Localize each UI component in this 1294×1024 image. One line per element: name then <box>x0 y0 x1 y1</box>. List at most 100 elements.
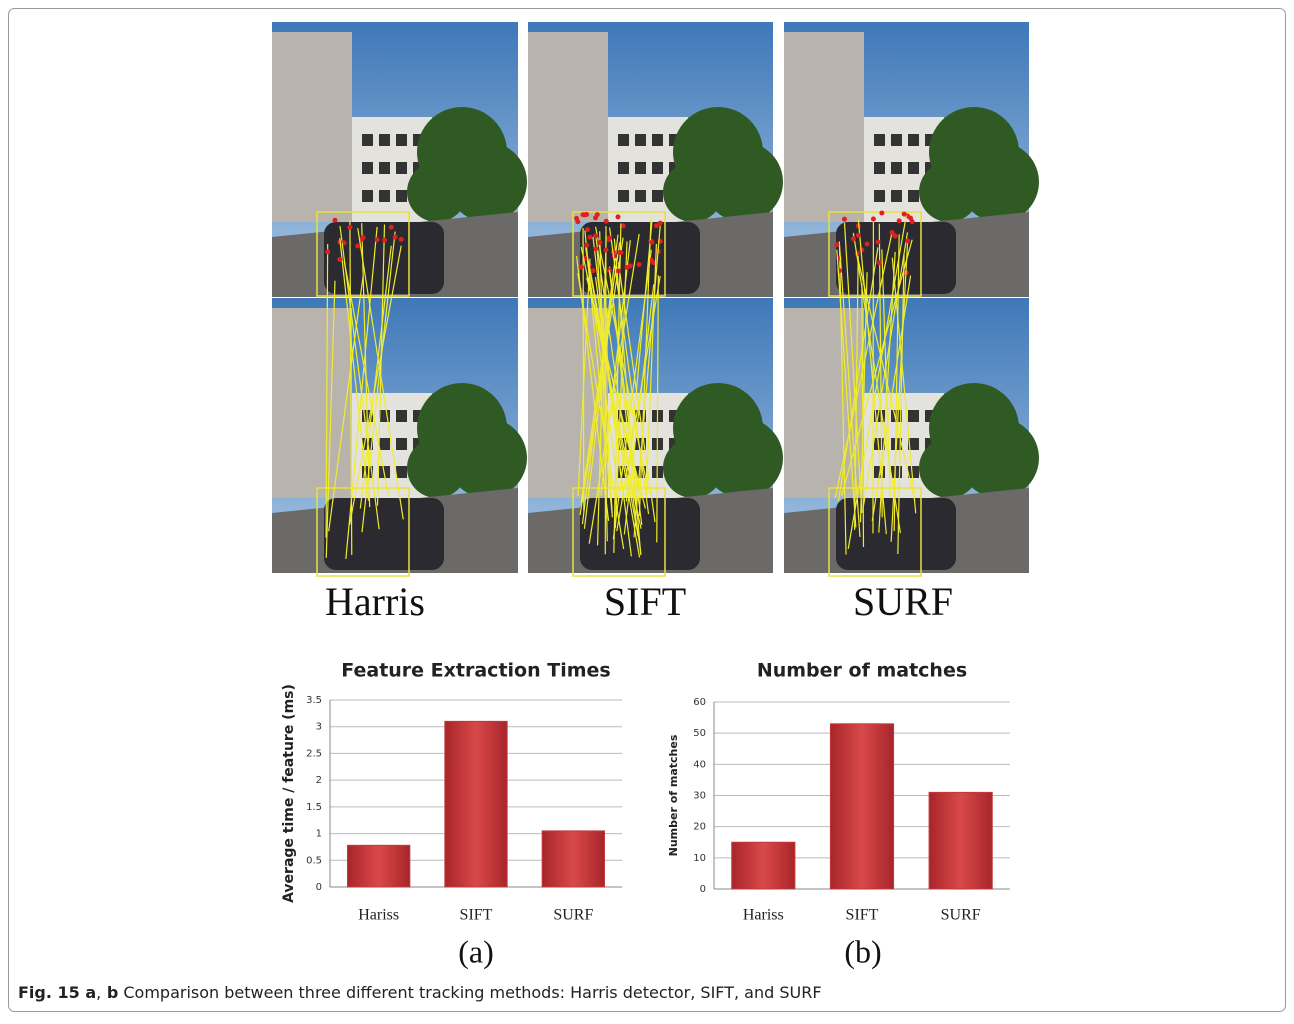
y-tick-label: 20 <box>693 822 706 833</box>
keypoint <box>575 219 580 224</box>
window <box>652 162 663 174</box>
photo-grid <box>272 22 1039 576</box>
y-tick-label: 1 <box>316 829 322 840</box>
window <box>908 162 919 174</box>
keypoint <box>393 235 398 240</box>
window <box>396 410 407 422</box>
keypoint <box>355 244 360 249</box>
keypoint <box>905 238 910 243</box>
window <box>379 190 390 202</box>
photo <box>784 298 1039 576</box>
keypoint <box>650 240 655 245</box>
chart-title: Number of matches <box>757 660 967 682</box>
tree <box>663 438 723 498</box>
window <box>874 162 885 174</box>
keypoint <box>654 223 659 228</box>
window <box>396 438 407 450</box>
keypoint <box>834 242 839 247</box>
bar <box>348 845 410 887</box>
keypoint <box>865 241 870 246</box>
y-tick-label: 3.5 <box>306 695 322 706</box>
keypoint <box>595 212 600 217</box>
window <box>396 162 407 174</box>
window <box>874 190 885 202</box>
window <box>362 134 373 146</box>
keypoint <box>842 217 847 222</box>
x-tick-label: Hariss <box>743 907 784 924</box>
bar <box>929 792 992 889</box>
keypoint <box>637 262 642 267</box>
window <box>891 466 902 478</box>
keypoint <box>579 265 584 270</box>
match-line <box>583 228 584 511</box>
keypoint <box>582 212 587 217</box>
keypoint <box>890 230 895 235</box>
tree <box>407 438 467 498</box>
building <box>272 32 352 222</box>
tree <box>407 162 467 222</box>
tree <box>919 162 979 222</box>
caption: Fig. 15 a, b Comparison between three di… <box>18 983 822 1002</box>
window <box>652 134 663 146</box>
bar <box>445 721 507 887</box>
window <box>396 466 407 478</box>
caption-part: Fig. 15 a <box>18 983 96 1002</box>
x-tick-label: SURF <box>941 907 981 924</box>
window <box>874 134 885 146</box>
keypoint <box>879 211 884 216</box>
keypoint <box>604 219 609 224</box>
keypoint <box>859 247 864 252</box>
window <box>635 190 646 202</box>
y-tick-label: 0 <box>700 884 706 895</box>
y-tick-label: 30 <box>693 791 706 802</box>
chart-title: Feature Extraction Times <box>341 660 610 682</box>
building <box>272 308 352 498</box>
x-tick-label: SIFT <box>846 907 879 924</box>
photo <box>272 298 527 576</box>
window <box>618 162 629 174</box>
figure: HarrisSIFTSURF(a)(b)Feature Extraction T… <box>0 0 1294 1024</box>
y-tick-label: 3 <box>316 722 322 733</box>
keypoint <box>585 227 590 232</box>
y-tick-label: 10 <box>693 853 706 864</box>
y-tick-label: 2.5 <box>306 748 322 759</box>
photo <box>784 22 1039 297</box>
window <box>652 190 663 202</box>
keypoint <box>616 269 621 274</box>
caption-part: b <box>101 983 118 1002</box>
keypoint <box>389 225 394 230</box>
image-label: SURF <box>853 579 953 624</box>
window <box>618 134 629 146</box>
keypoint <box>347 225 352 230</box>
keypoint <box>851 236 856 241</box>
keypoint <box>584 243 589 248</box>
keypoint <box>607 236 612 241</box>
window <box>362 190 373 202</box>
tree <box>663 162 723 222</box>
panel-label: (a) <box>458 933 494 969</box>
keypoint <box>587 235 592 240</box>
panel-label: (b) <box>844 933 881 969</box>
y-tick-label: 0 <box>316 882 322 893</box>
keypoint <box>375 237 380 242</box>
x-tick-label: SIFT <box>460 907 493 924</box>
keypoint <box>361 235 366 240</box>
keypoint <box>332 218 337 223</box>
keypoint <box>597 240 602 245</box>
y-tick-label: 40 <box>693 759 706 770</box>
y-tick-label: 2 <box>316 775 322 786</box>
x-tick-label: SURF <box>553 907 593 924</box>
y-axis-label: Average time / feature (ms) <box>281 684 297 903</box>
bar <box>542 831 604 887</box>
y-tick-label: 50 <box>693 728 706 739</box>
car <box>324 498 444 570</box>
tree <box>919 438 979 498</box>
y-tick-label: 1.5 <box>306 802 322 813</box>
y-tick-label: 60 <box>693 697 706 708</box>
window <box>362 162 373 174</box>
window <box>635 134 646 146</box>
window <box>908 410 919 422</box>
photo <box>528 298 783 576</box>
match-line <box>605 226 606 554</box>
keypoint <box>875 239 880 244</box>
